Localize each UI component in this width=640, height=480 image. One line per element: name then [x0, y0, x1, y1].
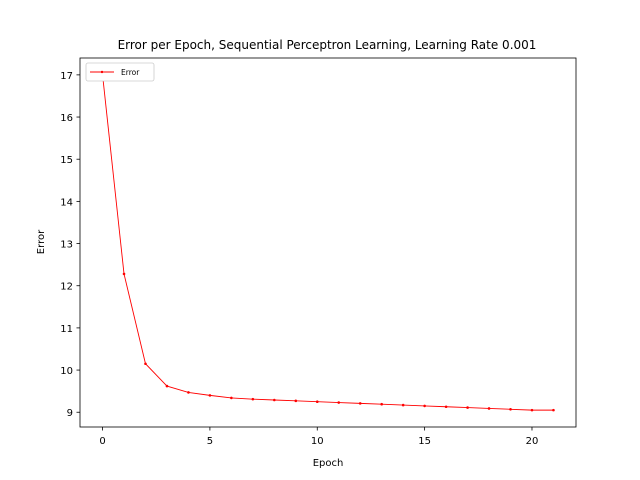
legend-box — [85, 62, 155, 82]
y-tick-label: 17 — [60, 71, 73, 82]
x-tick-label: 5 — [207, 436, 213, 447]
chart-title: Error per Epoch, Sequential Perceptron L… — [118, 38, 537, 52]
data-point — [208, 394, 212, 397]
y-tick-label: 10 — [60, 366, 73, 377]
data-point — [423, 404, 426, 408]
data-point — [122, 272, 126, 276]
x-tick-label: 10 — [311, 436, 324, 447]
y-tick-label: 16 — [60, 113, 73, 124]
legend: Error — [85, 62, 155, 82]
legend-entry-error: Error — [121, 68, 140, 77]
y-tick-label: 11 — [60, 324, 73, 335]
data-point — [144, 362, 147, 366]
data-point — [315, 400, 319, 403]
axes-frame — [79, 57, 577, 428]
x-tick-label: 20 — [526, 436, 539, 447]
data-point — [358, 402, 362, 405]
y-tick-label: 9 — [67, 408, 73, 419]
data-point — [552, 408, 555, 412]
series-line-error — [102, 74, 554, 411]
x-axis-label: Epoch — [313, 458, 344, 469]
data-point — [487, 407, 491, 410]
legend-marker-swatch — [100, 70, 104, 74]
data-point — [230, 396, 233, 400]
y-tick-label: 15 — [60, 155, 73, 166]
data-point — [466, 406, 469, 409]
y-tick-label: 12 — [60, 282, 73, 293]
data-point — [530, 408, 534, 412]
data-point — [294, 399, 298, 403]
data-point — [187, 391, 190, 394]
data-point — [165, 384, 169, 388]
data-point — [380, 402, 383, 406]
y-tick-label: 13 — [60, 240, 73, 251]
y-tick-label: 14 — [60, 197, 73, 208]
x-axis: 0 5 10 15 20 — [99, 427, 538, 447]
data-point — [401, 403, 405, 407]
x-tick-label: 15 — [418, 436, 431, 447]
x-tick-label: 0 — [99, 436, 105, 447]
data-point — [509, 407, 512, 411]
y-axis: 9 10 11 12 13 14 15 16 17 — [60, 71, 80, 419]
data-point — [251, 397, 255, 401]
data-point — [444, 405, 448, 409]
data-point — [337, 401, 341, 404]
y-axis-label: Error — [36, 229, 47, 254]
data-point — [273, 398, 276, 402]
